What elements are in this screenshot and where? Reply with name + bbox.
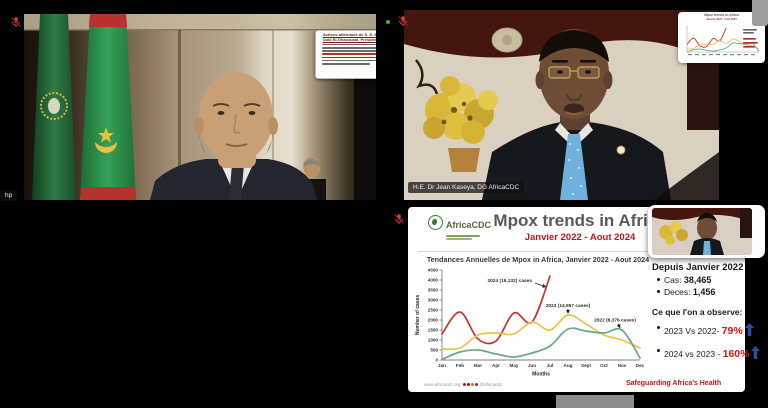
svg-text:Sept: Sept xyxy=(581,363,591,368)
stats-list: Cas: 38,465 Deces: 1,456 xyxy=(656,275,744,297)
svg-text:Apr: Apr xyxy=(492,363,500,368)
footer-handle: @africacdc xyxy=(479,382,503,387)
up-arrow-icon xyxy=(744,323,754,336)
footer-tagline: Safeguarding Africa's Health xyxy=(626,380,722,387)
logo-tagline-line xyxy=(446,237,472,240)
stats-header: Depuis Janvier 2022 xyxy=(652,262,744,273)
mini-slide-title: Mpox trends in Africa xyxy=(704,13,739,17)
africacdc-logo-text: AfricaCDC xyxy=(446,220,492,230)
slide-footer-left: www.africacdc.org @africacdc xyxy=(424,382,502,387)
observation-item: 2023 Vs 2022- 79% xyxy=(656,323,754,337)
observe-header: Ce que l'on a observe: xyxy=(652,307,743,317)
trends-slide-subtitle: Janvier 2022 - Aout 2024 xyxy=(524,232,636,243)
mini-slide-subtitle: Janvier 2022 - Aout 2024 xyxy=(706,17,737,21)
stats-panel: Depuis Janvier 2022 Cas: 38,465 Deces: 1,… xyxy=(652,262,761,369)
svg-text:Number of cases: Number of cases xyxy=(415,295,421,336)
mpox-trend-chart: 0 500 1000 1500 2000 2500 3000 3500 4000 4500 Jan F… xyxy=(415,268,645,378)
svg-text:Jun: Jun xyxy=(528,363,536,368)
speaker-notes-card[interactable]: Actions attendues de S. E. Mohamed Ould … xyxy=(315,30,376,79)
logo-tagline-line xyxy=(446,234,480,237)
stat-item: Cas: 38,465 xyxy=(656,275,744,285)
mini-slide-panel[interactable]: Mpox trends in Africa Janvier 2022 - Aou… xyxy=(678,12,765,63)
muted-mic-icon xyxy=(393,212,405,224)
africacdc-logo: AfricaCDC xyxy=(428,215,491,240)
trends-slide-title: Mpox trends in Africa xyxy=(493,211,667,230)
president-figure xyxy=(150,72,317,200)
speaking-indicator-dot xyxy=(386,20,390,24)
svg-text:500: 500 xyxy=(430,348,438,353)
kaseya-video: H.E. Dr Jean Kaseya, DG AfricaCDC xyxy=(404,10,719,200)
svg-text:3500: 3500 xyxy=(428,288,439,293)
kaseya-video-panel[interactable] xyxy=(648,205,765,258)
svg-text:Dec: Dec xyxy=(636,363,645,368)
svg-text:2000: 2000 xyxy=(428,318,439,323)
svg-text:Jul: Jul xyxy=(547,363,554,368)
yellow-flowers xyxy=(423,76,498,172)
svg-text:Jan: Jan xyxy=(438,363,446,368)
svg-text:4000: 4000 xyxy=(428,278,439,283)
muted-mic-icon xyxy=(397,14,409,26)
stat-item: Deces: 1,456 xyxy=(656,287,744,297)
footer-url: www.africacdc.org xyxy=(424,382,461,387)
svg-text:2023 (14,957 cases): 2023 (14,957 cases) xyxy=(546,303,591,309)
notes-text-line xyxy=(322,59,376,62)
kaseya-scene xyxy=(404,10,719,200)
notes-text-line xyxy=(322,62,370,65)
chart-title: Tendances Annuelles de Mpox in Africa, J… xyxy=(426,255,650,264)
mauritania-flag xyxy=(80,14,136,200)
slide-tile-trends[interactable]: AfricaCDC Mpox trends in Africa Janvier … xyxy=(384,204,768,408)
notes-text-line xyxy=(322,46,376,49)
participant-name-label: H.E. Dr Jean Kaseya, DG AfricaCDC xyxy=(408,182,525,193)
svg-text:Months: Months xyxy=(532,372,550,378)
svg-text:Mar: Mar xyxy=(474,363,482,368)
notes-title: Actions attendues de S. E. Mohamed Ould … xyxy=(322,32,376,42)
muted-mic-icon xyxy=(10,15,22,27)
svg-text:Aug: Aug xyxy=(564,363,573,368)
notes-text-line xyxy=(322,53,376,55)
svg-text:Feb: Feb xyxy=(456,363,464,368)
svg-text:2022 (8,376 cases): 2022 (8,376 cases) xyxy=(594,318,636,324)
video-tile-president[interactable]: Actions attendues de S. E. Mohamed Ould … xyxy=(0,0,384,204)
svg-text:1000: 1000 xyxy=(428,338,439,343)
taskbar-fragment xyxy=(556,395,634,408)
social-dots-icon xyxy=(462,383,478,386)
kaseya-figure xyxy=(482,29,719,200)
scrollbar[interactable] xyxy=(752,0,768,26)
notes-text-line xyxy=(322,56,376,59)
slide-tile-context[interactable]: ALGERIA LIBYA Context of Mpox in Africa … xyxy=(0,204,384,408)
president-video: Actions attendues de S. E. Mohamed Ould … xyxy=(24,14,376,200)
au-flag xyxy=(32,14,76,200)
svg-text:2500: 2500 xyxy=(428,308,439,313)
up-arrow-icon xyxy=(751,346,761,359)
svg-text:0: 0 xyxy=(435,358,438,363)
participant-name-label: hp xyxy=(0,190,18,201)
divider xyxy=(418,251,740,252)
observation-item: 2024 vs 2023 - 160% xyxy=(656,346,761,360)
observations-list: 2023 Vs 2022- 79% 2024 vs 2023 - 160% xyxy=(656,323,761,360)
mini-trend-chart xyxy=(686,24,760,55)
notes-text-line xyxy=(322,50,376,52)
video-tile-kaseya[interactable]: H.E. Dr Jean Kaseya, DG AfricaCDC Mpox t… xyxy=(384,0,768,204)
svg-text:4500: 4500 xyxy=(428,268,439,273)
svg-text:May: May xyxy=(510,363,519,368)
svg-text:1500: 1500 xyxy=(428,328,439,333)
kaseya-video-thumbnail xyxy=(652,208,752,255)
africacdc-logo-icon xyxy=(428,215,443,230)
svg-text:Nov: Nov xyxy=(618,363,627,368)
svg-text:3000: 3000 xyxy=(428,298,439,303)
svg-text:2024 (19,132) cases: 2024 (19,132) cases xyxy=(487,278,532,284)
svg-text:Oct: Oct xyxy=(600,363,608,368)
notes-text-line xyxy=(322,43,376,46)
